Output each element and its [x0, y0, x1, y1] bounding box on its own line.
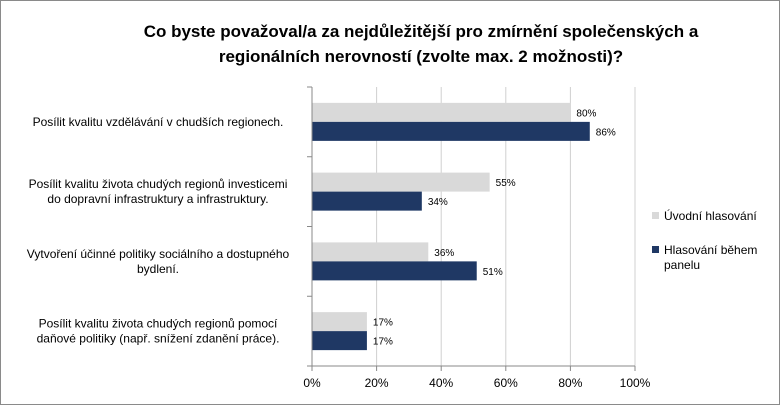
data-label: 17%: [373, 318, 393, 329]
x-tick-label: 0%: [303, 376, 321, 390]
legend-swatch: [652, 212, 659, 219]
x-tick-label: 60%: [494, 376, 518, 390]
data-label: 80%: [576, 108, 596, 119]
data-label: 36%: [434, 248, 454, 259]
data-labels: 80%86% 55% 34% 36% 51% 17% 17%: [373, 108, 616, 347]
bar-initial-vote: [312, 312, 367, 332]
category-label: Posílit kvalitu vzdělávání v chudších re…: [33, 115, 284, 129]
data-label: 34%: [428, 197, 448, 208]
x-tick-label: 100%: [620, 376, 651, 390]
legend-label: Úvodní hlasování: [664, 208, 757, 223]
x-tick-label: 40%: [429, 376, 453, 390]
data-label: 86%: [596, 127, 616, 138]
data-label: 55%: [496, 178, 516, 189]
chart-title-line-1: Co byste považoval/a za nejdůležitější p…: [144, 22, 699, 41]
x-tick-label: 20%: [365, 376, 389, 390]
data-label: 17%: [373, 337, 393, 348]
legend: Úvodní hlasování Hlasování během panelu: [652, 208, 757, 272]
legend-label: Hlasování během panelu: [664, 243, 757, 272]
x-tick-label: 80%: [558, 376, 582, 390]
bar-panel-vote: [312, 331, 367, 351]
category-label: Vytvoření účinné politiky sociálního a d…: [27, 247, 290, 276]
chart-title-line-2: regionálních nerovností (zvolte max. 2 m…: [219, 47, 623, 66]
bar-panel-vote: [312, 121, 590, 141]
category-label: Posílit kvalitu života chudých regionů i…: [29, 177, 288, 206]
category-label: Posílit kvalitu života chudých regionů p…: [37, 317, 280, 346]
bar-panel-vote: [312, 191, 422, 211]
bar-initial-vote: [312, 102, 571, 122]
legend-swatch: [652, 246, 659, 253]
bar-initial-vote: [312, 242, 429, 262]
bars: [312, 102, 590, 351]
data-label: 51%: [483, 267, 503, 278]
category-labels: Posílit kvalitu vzdělávání v chudších re…: [27, 115, 290, 346]
bar-initial-vote: [312, 172, 490, 192]
bar-panel-vote: [312, 261, 477, 281]
x-axis: 0% 20% 40% 60% 80% 100%: [303, 86, 651, 390]
